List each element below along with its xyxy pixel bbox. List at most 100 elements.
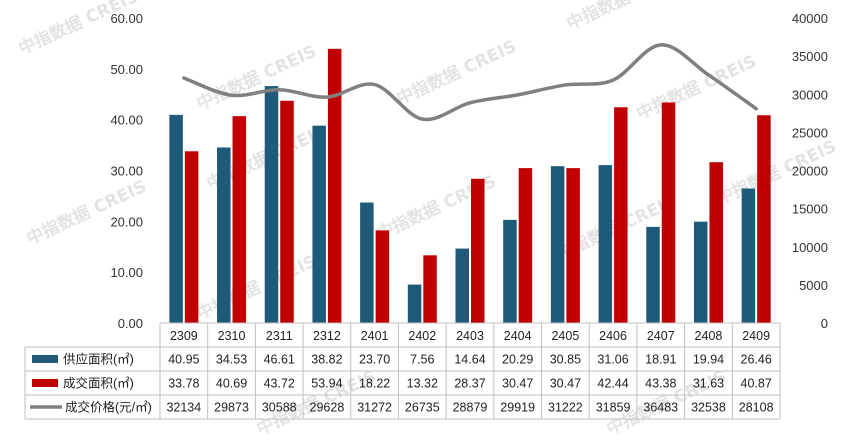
table-cell-1-2310: 40.69 (216, 377, 247, 391)
bar-supply-2312 (312, 125, 326, 323)
table-cell-2-2402: 26735 (405, 401, 440, 415)
table-cell-1-2312: 53.94 (311, 377, 342, 391)
legend-label-2: 成交价格(元/㎡) (65, 400, 152, 415)
data-table-grid (24, 322, 781, 420)
table-cell-0-2407: 18.91 (645, 353, 676, 367)
y-right-tick-label: 15000 (792, 202, 828, 217)
bar-deal-2408 (709, 162, 723, 323)
legend-swatch-1 (32, 379, 58, 387)
y-left-tick-label: 10.00 (110, 265, 143, 280)
bar-supply-2409 (741, 188, 756, 323)
watermark-text: 中指数据 CREIS (23, 176, 149, 250)
bar-deal-2404 (518, 168, 533, 323)
y-right-tick-label: 30000 (792, 87, 828, 102)
bar-supply-2309 (169, 114, 183, 324)
legend-swatch-0 (32, 355, 58, 363)
table-cell-0-2406: 31.06 (597, 353, 628, 367)
table-cell-0-2401: 23.70 (359, 353, 390, 367)
table-cell-0-2402: 7.56 (410, 353, 434, 367)
bar-deal-2403 (471, 178, 485, 323)
y-left-tick-label: 30.00 (110, 164, 143, 179)
category-label-2407: 2407 (647, 329, 675, 343)
bar-deal-2409 (757, 115, 771, 323)
y-right-tick-label: 35000 (792, 49, 828, 64)
bar-supply-2403 (455, 248, 469, 323)
bar-supply-2311 (264, 86, 279, 324)
category-label-2404: 2404 (504, 329, 532, 343)
bar-deal-2406 (614, 107, 628, 323)
table-cell-1-2407: 43.38 (645, 377, 676, 391)
table-cell-0-2310: 34.53 (216, 353, 247, 367)
table-cell-0-2405: 30.85 (550, 353, 581, 367)
bar-deal-2405 (566, 168, 580, 323)
category-label-2312: 2312 (313, 329, 341, 343)
table-cell-2-2311: 30588 (262, 401, 297, 415)
watermark-text: 中指数据 CREIS (193, 41, 319, 115)
bar-supply-2404 (503, 219, 517, 323)
bar-supply-2310 (217, 147, 231, 323)
table-cell-2-2403: 28879 (453, 401, 488, 415)
y-left-tick-label: 20.00 (110, 214, 143, 229)
table-cell-0-2408: 19.94 (693, 353, 724, 367)
table-cell-0-2311: 46.61 (264, 353, 295, 367)
y-right-tick-label: 20000 (792, 164, 828, 179)
category-label-2309: 2309 (170, 329, 198, 343)
y-left-tick-label: 40.00 (110, 113, 143, 128)
table-cell-1-2404: 30.47 (502, 377, 533, 391)
category-label-2402: 2402 (408, 329, 436, 343)
table-cell-2-2401: 31272 (357, 401, 392, 415)
y-left-tick-label: 60.00 (110, 11, 143, 26)
table-cell-2-2409: 28108 (739, 401, 774, 415)
table-cell-1-2403: 28.37 (454, 377, 485, 391)
y-right-tick-label: 10000 (792, 240, 828, 255)
bar-deal-2309 (184, 151, 199, 323)
table-cell-0-2409: 26.46 (741, 353, 772, 367)
watermark-text: 中指数据 CREIS (633, 51, 759, 125)
table-cell-0-2309: 40.95 (168, 353, 199, 367)
table-cell-1-2409: 40.87 (741, 377, 772, 391)
table-cell-2-2404: 29919 (500, 401, 535, 415)
bar-supply-2401 (360, 202, 374, 323)
table-cell-2-2406: 31859 (596, 401, 631, 415)
bar-deal-2310 (232, 116, 247, 323)
table-cell-2-2405: 31222 (548, 401, 583, 415)
category-label-2401: 2401 (361, 329, 389, 343)
category-label-2408: 2408 (695, 329, 723, 343)
bar-supply-2405 (550, 166, 565, 323)
table-cell-1-2408: 31.63 (693, 377, 724, 391)
table-cell-0-2404: 20.29 (502, 353, 533, 367)
bar-deal-2402 (423, 255, 437, 323)
legend-label-1: 成交面积(㎡) (63, 376, 134, 391)
table-cell-0-2312: 38.82 (311, 353, 342, 367)
bar-supply-2407 (646, 226, 660, 323)
category-label-2409: 2409 (742, 329, 770, 343)
table-cell-0-2403: 14.64 (454, 353, 485, 367)
table-cell-1-2401: 18.22 (359, 377, 390, 391)
y-left-tick-label: 0.00 (118, 316, 143, 331)
table-cell-1-2402: 13.32 (407, 377, 438, 391)
table-cell-2-2309: 32134 (166, 401, 201, 415)
y-right-tick-label: 5000 (799, 278, 828, 293)
bar-supply-2402 (407, 284, 422, 323)
category-label-2406: 2406 (599, 329, 627, 343)
watermark-text: 中指数据 CREIS (563, 0, 689, 35)
y-right-tick-label: 40000 (792, 11, 828, 26)
y-right-tick-label: 25000 (792, 125, 828, 140)
bar-deal-2401 (375, 230, 390, 323)
table-cell-2-2310: 29873 (214, 401, 249, 415)
bar-deal-2407 (661, 102, 676, 323)
watermark-text: 中指数据 CREIS (15, 0, 141, 60)
table-cell-2-2408: 32538 (691, 401, 726, 415)
y-right-tick-label: 0 (821, 316, 828, 331)
category-label-2405: 2405 (551, 329, 579, 343)
y-left-tick-label: 50.00 (110, 62, 143, 77)
legend-label-0: 供应面积(㎡) (63, 352, 134, 367)
table-cell-1-2406: 42.44 (597, 377, 628, 391)
table-cell-1-2309: 33.78 (168, 377, 199, 391)
category-label-2311: 2311 (266, 329, 293, 343)
bar-supply-2406 (598, 165, 613, 323)
category-label-2403: 2403 (456, 329, 484, 343)
table-cell-1-2405: 30.47 (550, 377, 581, 391)
bar-deal-2311 (280, 100, 294, 323)
